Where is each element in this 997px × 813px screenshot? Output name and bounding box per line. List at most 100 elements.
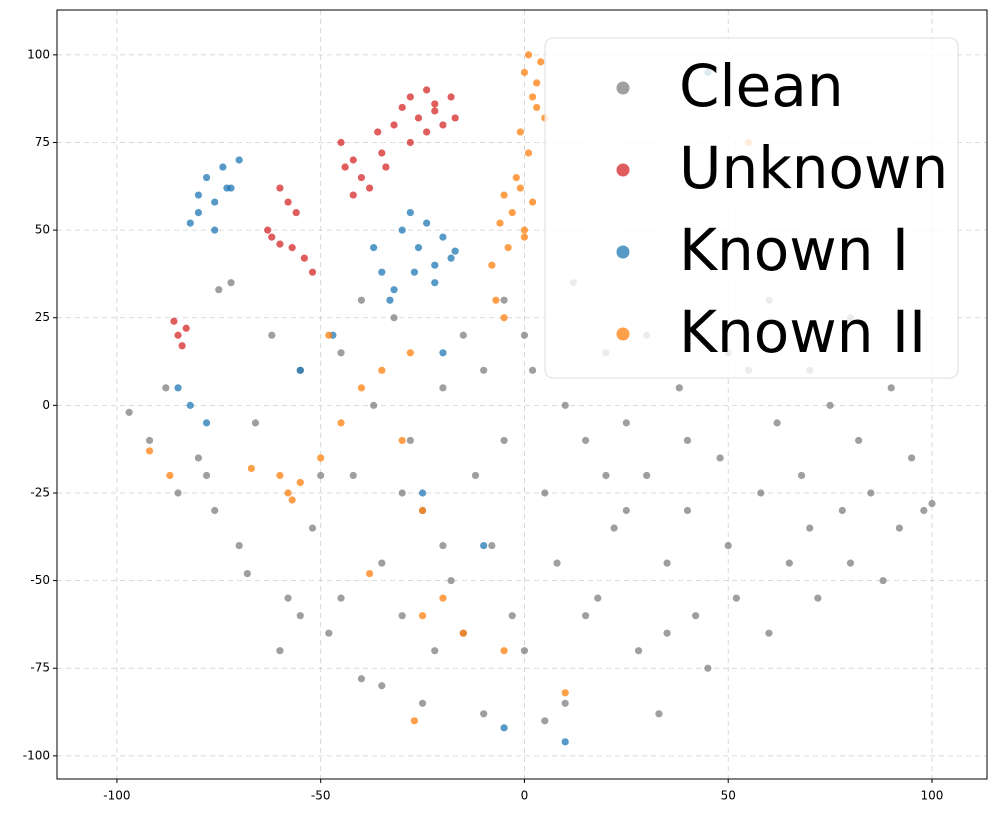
point (296, 366, 304, 374)
point (357, 675, 366, 683)
point (264, 226, 272, 234)
point (447, 577, 455, 585)
point (594, 594, 602, 602)
point (276, 647, 284, 655)
point (785, 559, 793, 567)
point (520, 233, 529, 241)
point (284, 198, 292, 206)
y-tick-label: 25 (35, 310, 50, 324)
point (622, 419, 630, 427)
point (451, 247, 459, 255)
point (439, 594, 447, 602)
point (386, 296, 394, 304)
point (284, 489, 292, 497)
point (398, 489, 406, 497)
point (757, 489, 765, 497)
point (895, 524, 903, 532)
point (145, 447, 154, 455)
point (398, 103, 406, 112)
point (553, 559, 561, 567)
point (390, 286, 398, 294)
point (174, 489, 182, 497)
point (202, 173, 211, 182)
point (418, 699, 427, 707)
point (683, 436, 692, 445)
point (398, 612, 406, 620)
point (170, 317, 178, 325)
point (480, 710, 488, 718)
point (215, 286, 223, 294)
point (431, 647, 439, 655)
x-tick-label: 0 (521, 789, 529, 803)
point (406, 138, 414, 147)
point (765, 629, 773, 637)
point (211, 506, 219, 515)
point (488, 261, 496, 269)
point (337, 419, 345, 427)
y-tick-label: 0 (42, 398, 50, 412)
point (186, 401, 194, 409)
y-tick-label: 100 (27, 47, 50, 61)
y-tick-label: -50 (30, 573, 50, 587)
point (247, 464, 255, 473)
point (533, 103, 541, 112)
point (162, 384, 170, 392)
point (414, 114, 423, 122)
point (488, 541, 496, 550)
point (288, 244, 296, 252)
point (634, 647, 643, 655)
point (516, 184, 524, 192)
point (251, 419, 260, 427)
point (537, 58, 545, 66)
point (541, 717, 549, 725)
point (471, 471, 480, 480)
point (459, 331, 467, 339)
point (357, 296, 366, 304)
point (300, 254, 308, 262)
point (480, 541, 488, 550)
x-tick-label: -50 (311, 789, 331, 803)
point (374, 128, 382, 136)
point (349, 191, 357, 199)
point (370, 401, 378, 409)
point (439, 233, 447, 241)
point (292, 208, 300, 217)
plot-frame (56, 9, 988, 780)
point (178, 342, 186, 350)
legend-label: Unknown (679, 134, 948, 202)
point (846, 559, 855, 567)
legend-marker (616, 327, 630, 341)
legend-marker (616, 163, 630, 177)
point (406, 93, 414, 101)
point (378, 559, 386, 567)
point (602, 471, 610, 480)
point (308, 524, 317, 532)
point (223, 184, 231, 192)
point (692, 612, 700, 620)
point (337, 349, 345, 357)
point (492, 296, 500, 304)
point (439, 384, 447, 392)
point (524, 149, 533, 157)
point (797, 471, 806, 480)
legend-marker (616, 245, 630, 259)
point (520, 68, 529, 76)
point (447, 93, 455, 101)
point (235, 541, 243, 550)
point (174, 331, 182, 339)
point (528, 93, 537, 101)
point (867, 489, 875, 497)
point (887, 384, 895, 392)
point (382, 163, 390, 171)
point (406, 208, 414, 217)
point (508, 612, 516, 620)
point (561, 401, 569, 409)
point (243, 570, 251, 578)
point (317, 471, 325, 480)
point (908, 454, 916, 462)
point (174, 384, 182, 392)
point (337, 594, 345, 602)
point (520, 647, 529, 655)
point (704, 664, 712, 672)
